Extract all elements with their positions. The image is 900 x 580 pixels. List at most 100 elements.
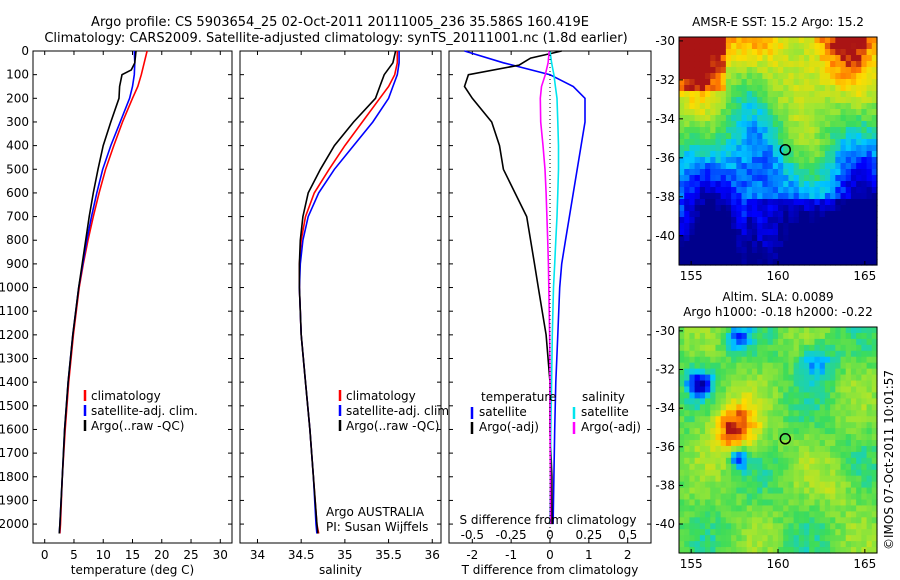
map-cell	[835, 181, 842, 188]
map-cell	[720, 487, 727, 495]
map-cell	[741, 344, 748, 352]
map-cell	[783, 332, 790, 340]
map-cell	[679, 79, 685, 86]
map-cell	[725, 55, 732, 62]
map-cell	[788, 139, 795, 146]
map-cell	[731, 487, 737, 495]
map-cell	[679, 37, 685, 44]
map-cell	[830, 181, 836, 188]
map-cell	[809, 85, 816, 92]
map-cell	[762, 217, 769, 224]
map-cell	[762, 163, 769, 170]
map-cell	[814, 541, 821, 548]
map-cell	[778, 404, 784, 411]
map-cell	[793, 235, 800, 242]
map-cell	[835, 469, 842, 477]
map-cell	[725, 157, 732, 164]
map-cell	[866, 103, 873, 110]
map-cell	[778, 85, 784, 92]
map-cell	[861, 145, 868, 152]
map-cell	[684, 241, 691, 248]
map-cell	[684, 193, 691, 200]
map-cell	[788, 422, 795, 429]
map-cell	[767, 547, 774, 554]
map-cell	[741, 61, 748, 68]
map-cell	[819, 440, 826, 447]
map-cell	[736, 445, 743, 453]
map-cell	[684, 445, 691, 453]
map-cell	[741, 79, 748, 86]
map-cell	[762, 241, 769, 248]
map-cell	[861, 422, 868, 429]
map-cell	[804, 85, 810, 92]
map-cell	[705, 61, 711, 68]
map-cell	[840, 49, 847, 56]
map-cell	[699, 157, 706, 164]
map-cell	[814, 55, 821, 62]
y-tick-label: 500	[6, 162, 29, 176]
map-cell	[679, 73, 685, 80]
map-cell	[705, 398, 711, 405]
map-cell	[798, 434, 805, 441]
map-cell	[845, 235, 852, 242]
map-cell	[861, 392, 868, 399]
map-cell	[762, 127, 769, 134]
series-line-argo-raw-qc-	[298, 50, 397, 534]
map-cell	[694, 511, 701, 518]
map-cell	[819, 187, 826, 194]
map-cell	[699, 475, 706, 483]
map-cell	[835, 175, 842, 182]
map-cell	[814, 380, 821, 388]
map-cell	[762, 97, 769, 104]
map-cell	[871, 211, 878, 218]
map-cell	[731, 475, 737, 483]
map-cell	[684, 368, 691, 376]
map-cell	[757, 103, 763, 110]
map-cell	[715, 547, 722, 554]
map-cell	[840, 541, 847, 548]
map-cell	[809, 43, 816, 50]
map-cell	[751, 91, 758, 98]
annotation-pi: PI: Susan Wijffels	[326, 520, 428, 534]
map-cell	[684, 37, 691, 44]
map-cell	[824, 451, 831, 459]
map-cell	[804, 356, 810, 364]
map-cell	[767, 79, 774, 86]
map-cell	[804, 115, 810, 122]
map-cell	[689, 469, 696, 477]
map-cell	[824, 517, 831, 524]
map-cell	[798, 139, 805, 146]
map-cell	[731, 115, 737, 122]
map-cell	[835, 392, 842, 399]
map-cell	[778, 205, 784, 212]
map-cell	[689, 199, 696, 206]
map-cell	[731, 259, 737, 266]
map-cell	[850, 505, 857, 512]
map-cell	[699, 115, 706, 122]
map-cell	[798, 43, 805, 50]
map-cell	[819, 344, 826, 352]
map-cell	[684, 338, 691, 346]
map-cell	[778, 344, 784, 352]
map-cell	[830, 43, 836, 50]
map-cell	[772, 547, 779, 554]
map-cell	[772, 344, 779, 352]
map-cell	[830, 463, 836, 471]
x-tick-label: 0	[41, 548, 49, 562]
map-cell	[861, 127, 868, 134]
map-cell	[772, 434, 779, 441]
map-cell	[736, 43, 743, 50]
map-cell	[710, 541, 717, 548]
map-cell	[746, 338, 753, 346]
map-cell	[809, 416, 816, 423]
map-cell	[871, 428, 878, 435]
map-cell	[725, 97, 732, 104]
map-cell	[746, 145, 753, 152]
map-cell	[741, 181, 748, 188]
map-cell	[751, 127, 758, 134]
map-cell	[699, 362, 706, 370]
map-cell	[746, 517, 753, 524]
map-cell	[778, 535, 784, 542]
map-cell	[710, 181, 717, 188]
map-cell	[699, 469, 706, 477]
